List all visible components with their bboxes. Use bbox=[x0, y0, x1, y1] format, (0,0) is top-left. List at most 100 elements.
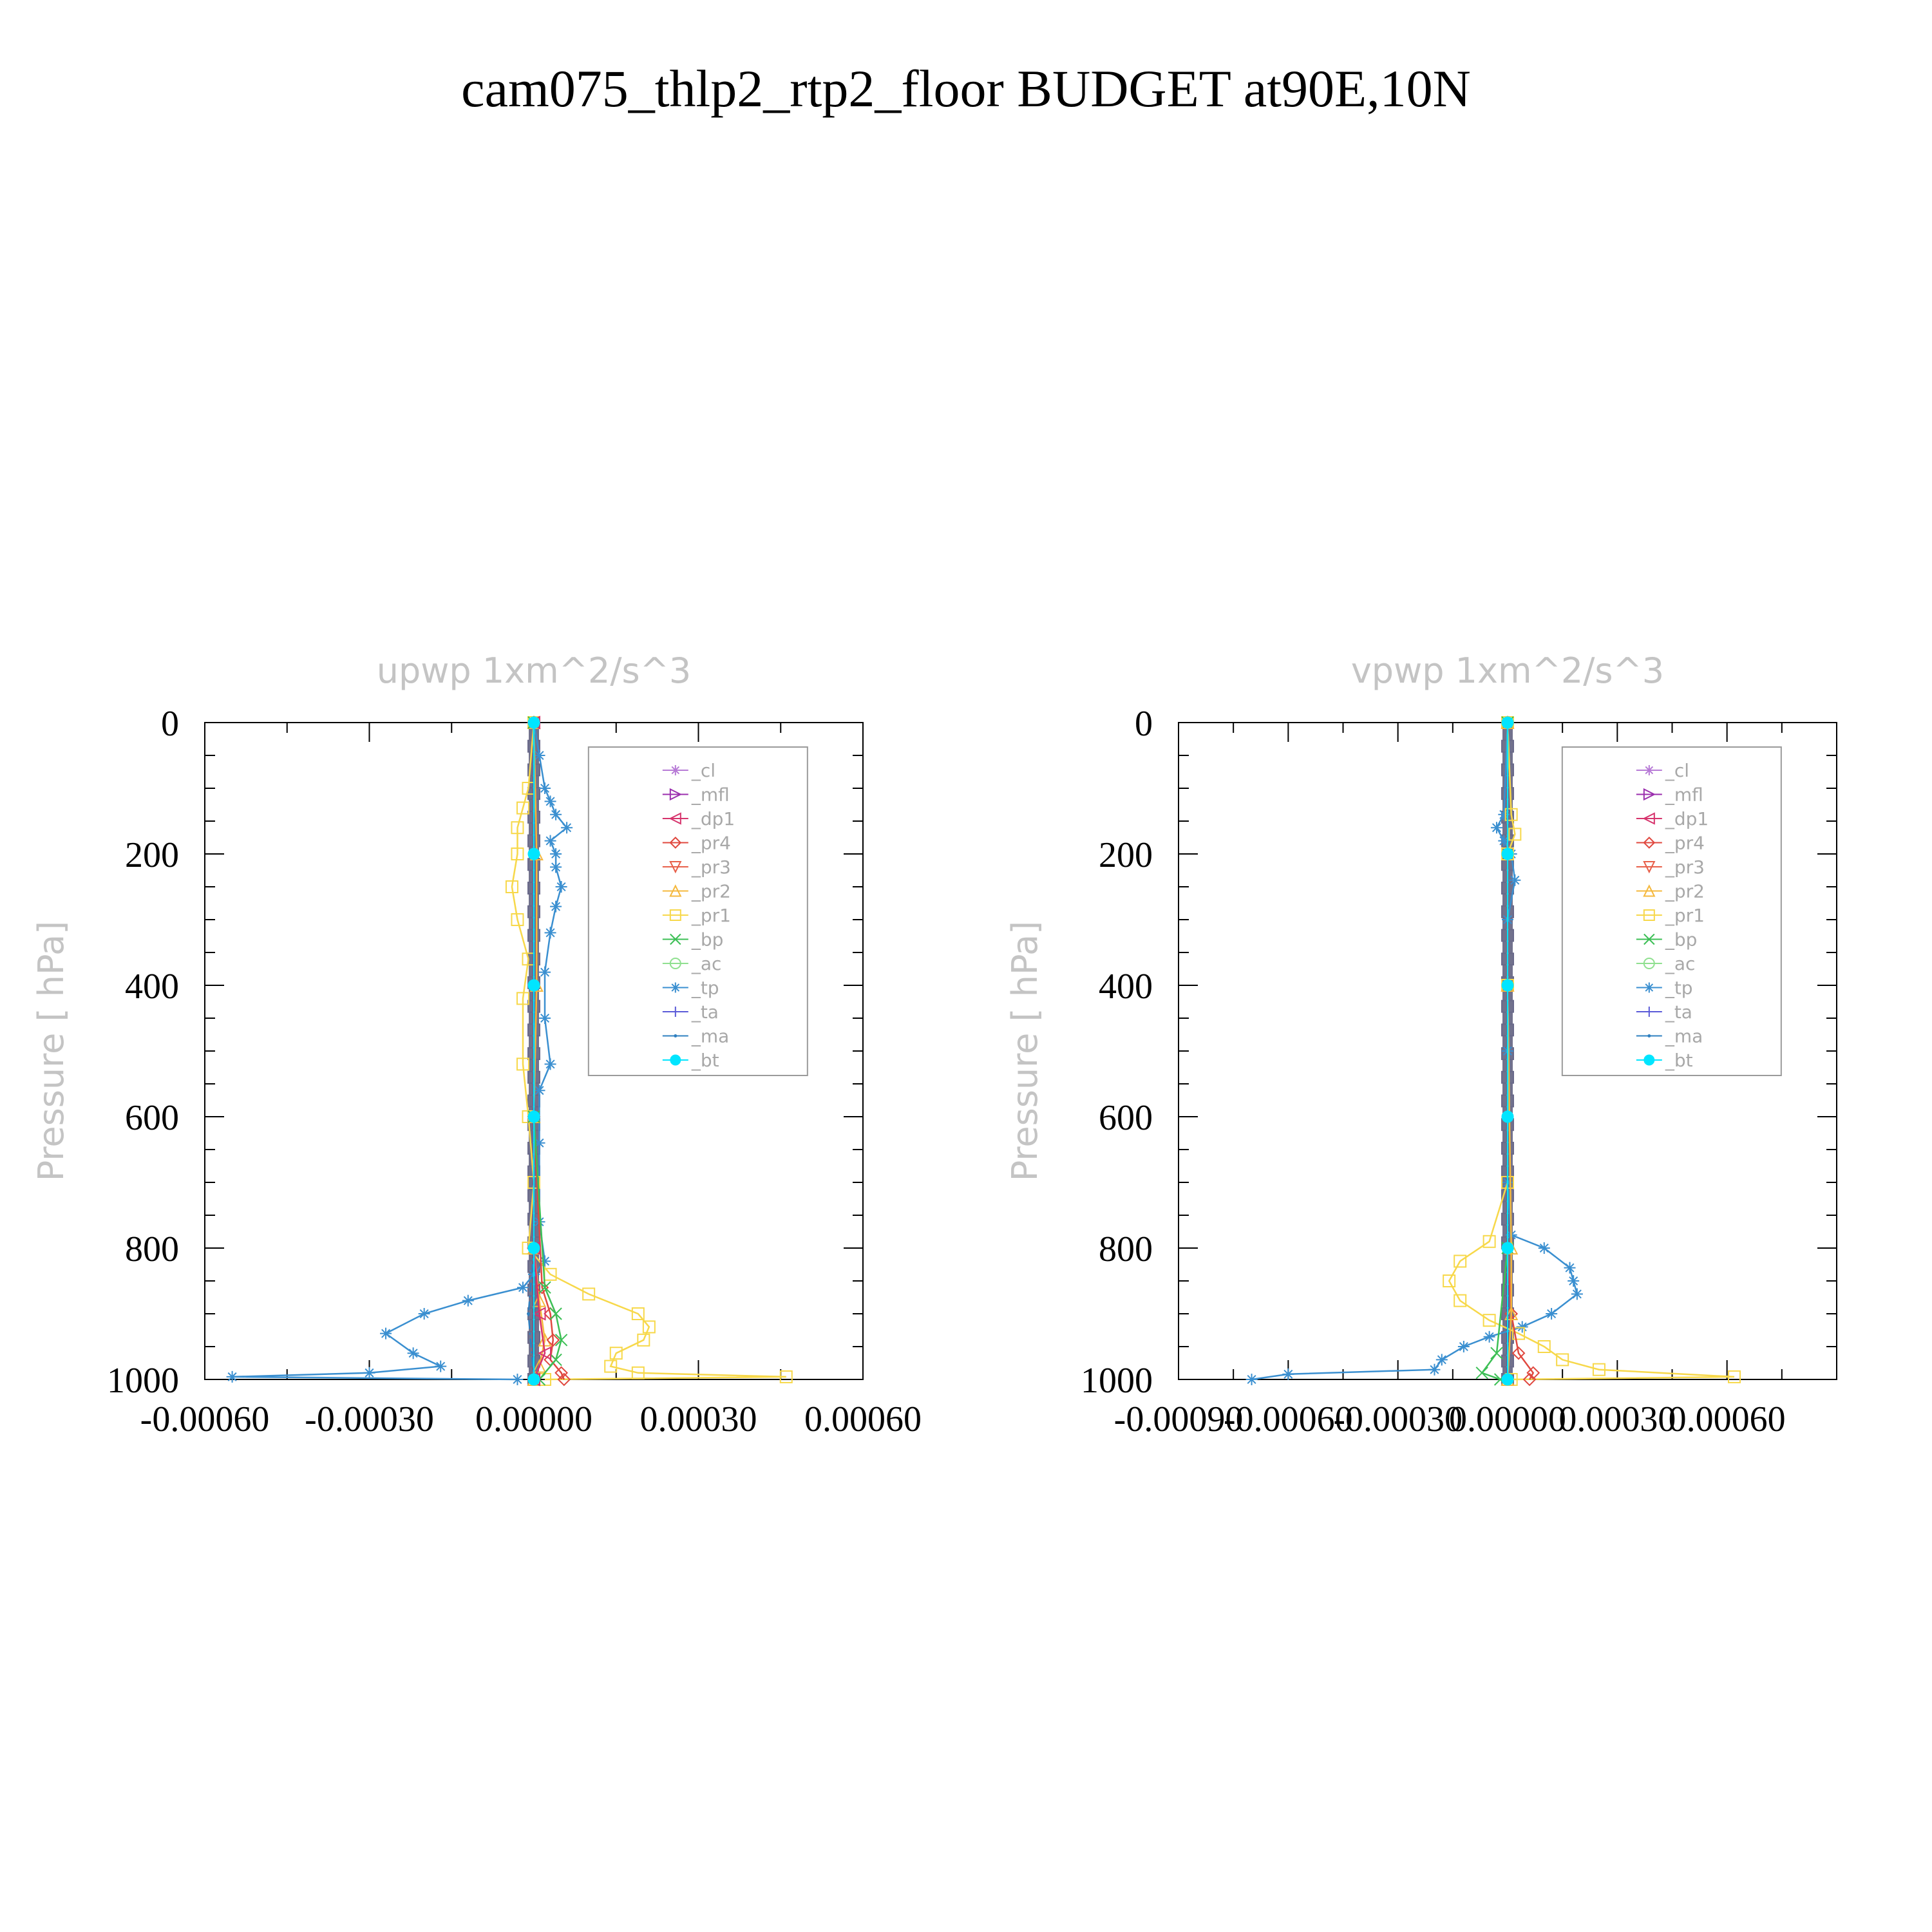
x-tick-label: 0.00030 bbox=[1558, 1399, 1676, 1439]
legend-box bbox=[587, 746, 808, 1076]
series-point-_bt bbox=[1501, 848, 1514, 860]
legend-marker-_bp bbox=[670, 933, 681, 945]
legend-marker-_ac bbox=[669, 958, 681, 969]
series-point-_pr2 bbox=[532, 1359, 547, 1373]
series-point-_pr1 bbox=[604, 1359, 618, 1373]
series-point-_pr1 bbox=[516, 992, 529, 1005]
legend-marker-_ma bbox=[674, 1034, 677, 1037]
legend-label-_pr2: _pr2 bbox=[1665, 881, 1705, 902]
series-point-_bt bbox=[1501, 1242, 1514, 1255]
legend-marker-_pr4 bbox=[1643, 837, 1656, 849]
series-point-_pr1 bbox=[516, 1057, 529, 1071]
series-point-_tp bbox=[1483, 1331, 1495, 1343]
y-tick-label: 800 bbox=[125, 1229, 179, 1269]
series-point-_pr1 bbox=[779, 1370, 793, 1383]
series-point-_pr4 bbox=[557, 1372, 571, 1387]
legend-marker-_pr3 bbox=[1643, 861, 1656, 874]
series-point-_bp bbox=[549, 1353, 562, 1367]
series-point-_tp bbox=[539, 966, 551, 978]
series-point-_bt bbox=[527, 1373, 540, 1386]
series-point-_bp bbox=[554, 1334, 568, 1347]
series-point-_bp bbox=[549, 1307, 562, 1320]
series-point-_bt bbox=[527, 848, 540, 860]
series-point-_tp bbox=[1546, 1308, 1558, 1320]
series-point-_tp bbox=[418, 1308, 430, 1320]
series-point-_pr4 bbox=[1511, 1346, 1526, 1360]
legend: _cl _mfl_dp1 _pr4 _pr3 _pr2 _pr1 _bp_ac _tp_ta _… bbox=[587, 746, 808, 1076]
y-tick-label: 600 bbox=[1099, 1098, 1153, 1138]
series-point-_tp bbox=[539, 782, 551, 794]
y-tick-label: 200 bbox=[1099, 835, 1153, 875]
series-point-_pr1 bbox=[1454, 1255, 1467, 1268]
series-point-_tp bbox=[1498, 808, 1510, 820]
legend-marker-_ac bbox=[1643, 958, 1655, 969]
series-point-_tp bbox=[407, 1347, 419, 1359]
series-point-_tp bbox=[1516, 1321, 1528, 1333]
series-point-_pr1 bbox=[637, 1333, 650, 1347]
legend-marker-_ma bbox=[1647, 1034, 1651, 1037]
x-tick-label: -0.00030 bbox=[305, 1399, 434, 1439]
legend-label-_ma: _ma bbox=[691, 1026, 729, 1047]
series-point-_ma bbox=[526, 1312, 530, 1316]
legend-marker-_ta bbox=[1643, 1007, 1654, 1017]
series-point-_tp bbox=[1571, 1288, 1583, 1300]
series-point-_pr1 bbox=[1443, 1274, 1456, 1287]
series-point-_tp bbox=[539, 1012, 551, 1024]
x-tick-label: -0.00060 bbox=[140, 1399, 270, 1439]
series-point-_dp1 bbox=[537, 1346, 552, 1360]
series-point-_pr4 bbox=[1522, 1372, 1537, 1387]
series-point-_tp bbox=[550, 861, 562, 873]
x-tick-label: -0.00030 bbox=[1333, 1399, 1463, 1439]
legend-label-_ta: _ta bbox=[691, 1001, 719, 1023]
series-point-_tp bbox=[226, 1370, 238, 1383]
series-point-_pr1 bbox=[516, 801, 529, 815]
legend-marker-_pr1 bbox=[1643, 909, 1655, 921]
series-point-_bt bbox=[1501, 1110, 1514, 1123]
legend-marker-_bt bbox=[1643, 1054, 1655, 1066]
y-axis-label: Pressure [ hPa] bbox=[1005, 921, 1045, 1182]
series-point-_pr1 bbox=[1454, 1294, 1467, 1307]
legend-marker-_bp bbox=[1643, 933, 1655, 945]
y-tick-label: 400 bbox=[125, 967, 179, 1007]
series-point-_tp bbox=[544, 927, 556, 939]
x-tick-label: 0.00060 bbox=[1669, 1399, 1786, 1439]
y-axis-label: Pressure [ hPa] bbox=[31, 921, 71, 1182]
legend-label-_cl: _cl bbox=[1665, 760, 1689, 781]
series-point-_tp bbox=[550, 848, 562, 860]
series-point-_dp1 bbox=[532, 1307, 546, 1321]
series-point-_tp bbox=[1490, 822, 1502, 834]
series-point-_tp bbox=[1428, 1363, 1441, 1376]
legend-marker-_cl bbox=[1643, 765, 1654, 775]
series-point-_pr1 bbox=[511, 821, 524, 835]
series-point-_bp bbox=[1475, 1367, 1488, 1379]
series-point-_tp bbox=[1567, 1275, 1580, 1287]
legend-label-_mfl: _mfl bbox=[1665, 784, 1703, 806]
y-tick-label: 1000 bbox=[1081, 1361, 1153, 1401]
series-point-_bt bbox=[527, 716, 540, 729]
series-point-_tp bbox=[1509, 874, 1521, 886]
series-point-_bt bbox=[527, 979, 540, 992]
series-line-_tp bbox=[232, 722, 568, 1381]
legend-marker-_pr1 bbox=[669, 909, 681, 921]
legend-marker-_pr3 bbox=[669, 861, 682, 874]
legend-marker-_pr2 bbox=[1643, 884, 1656, 897]
legend-marker-_mfl bbox=[669, 788, 683, 801]
series-point-_tp bbox=[1435, 1354, 1448, 1366]
series-point-_pr1 bbox=[1504, 808, 1518, 821]
series-point-_bp bbox=[1490, 1347, 1503, 1359]
legend-label-_ac: _ac bbox=[691, 953, 722, 974]
x-tick-label: 0.00030 bbox=[640, 1399, 757, 1439]
legend-marker-_pr2 bbox=[669, 884, 682, 897]
legend-label-_dp1: _dp1 bbox=[1665, 808, 1709, 829]
series-point-_bt bbox=[1501, 716, 1514, 729]
legend-label-_pr4: _pr4 bbox=[1665, 833, 1705, 854]
series-point-_tp bbox=[1282, 1368, 1294, 1380]
series-point-_pr1 bbox=[1482, 1314, 1496, 1327]
series-point-_pr1 bbox=[642, 1320, 656, 1334]
series-point-_tp bbox=[544, 1058, 556, 1070]
legend-box bbox=[1561, 746, 1782, 1076]
legend-label-_ac: _ac bbox=[1665, 953, 1696, 974]
x-tick-label: -0.00060 bbox=[1224, 1399, 1353, 1439]
